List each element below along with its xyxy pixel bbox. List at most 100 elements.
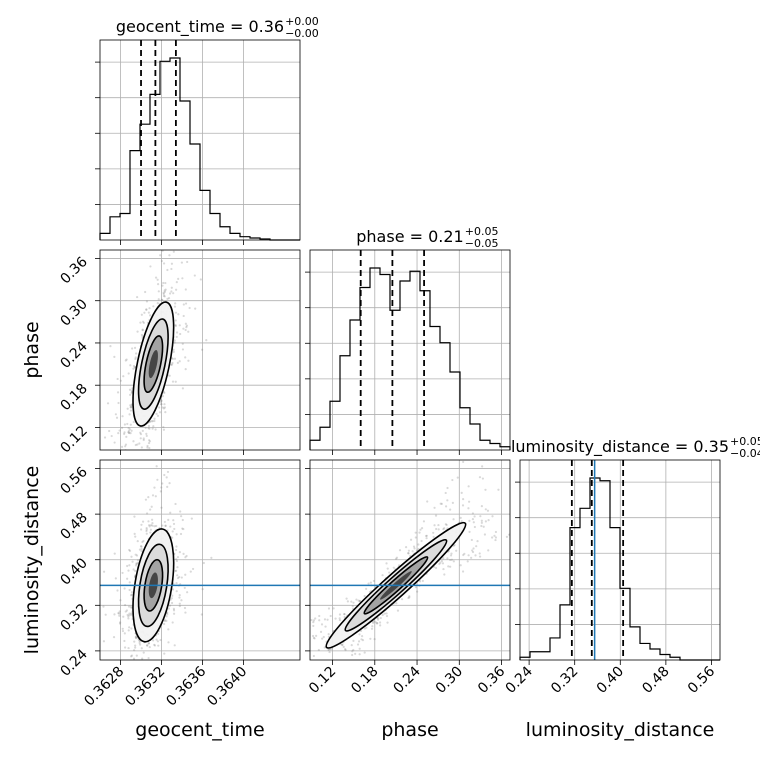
sample-point bbox=[173, 644, 176, 647]
sample-point bbox=[185, 324, 189, 327]
sample-point bbox=[178, 594, 181, 597]
sample-point bbox=[145, 668, 147, 670]
x-tick-label: 0.18 bbox=[348, 664, 381, 697]
sample-point bbox=[318, 619, 321, 622]
sample-point bbox=[178, 602, 181, 605]
sample-point bbox=[148, 314, 152, 317]
y-tick-label: 0.24 bbox=[57, 646, 90, 679]
sample-point bbox=[510, 495, 512, 497]
sample-point bbox=[470, 556, 473, 559]
sample-point bbox=[417, 547, 420, 551]
sample-point bbox=[327, 607, 331, 610]
sample-point bbox=[163, 290, 167, 293]
sample-point bbox=[421, 579, 424, 583]
x-tick-label: 0.40 bbox=[594, 664, 627, 697]
sample-point bbox=[121, 571, 124, 575]
sample-point bbox=[194, 307, 197, 310]
sample-point bbox=[358, 633, 361, 636]
sample-point bbox=[102, 640, 106, 643]
sample-point bbox=[343, 613, 346, 616]
sample-point bbox=[204, 685, 206, 687]
sample-point bbox=[131, 560, 134, 563]
sample-point bbox=[175, 548, 178, 552]
sample-point bbox=[162, 425, 165, 429]
sample-point bbox=[174, 311, 178, 314]
sample-point bbox=[136, 540, 139, 543]
sample-point bbox=[159, 490, 162, 493]
sample-point bbox=[493, 534, 496, 537]
x-tick-label: 0.24 bbox=[503, 663, 536, 696]
sample-point bbox=[185, 326, 188, 329]
sample-point bbox=[307, 706, 309, 708]
sample-point bbox=[139, 431, 142, 434]
sample-point bbox=[130, 612, 133, 615]
sample-point bbox=[455, 549, 458, 552]
sample-point bbox=[114, 413, 117, 416]
sample-point bbox=[100, 709, 102, 711]
sample-point bbox=[459, 516, 462, 519]
sample-point bbox=[135, 455, 137, 457]
sample-point bbox=[438, 562, 441, 566]
sample-point bbox=[395, 556, 399, 559]
sample-point bbox=[186, 260, 189, 264]
sample-point bbox=[130, 591, 134, 594]
sample-point bbox=[124, 610, 127, 613]
sample-point bbox=[129, 432, 132, 435]
sample-point bbox=[134, 357, 137, 361]
sample-point bbox=[494, 536, 498, 539]
sample-point bbox=[312, 619, 316, 622]
sample-point bbox=[129, 404, 132, 407]
sample-point bbox=[175, 545, 178, 548]
sample-point bbox=[419, 528, 422, 531]
sample-point bbox=[338, 613, 342, 616]
sample-point bbox=[151, 494, 155, 497]
sample-point bbox=[201, 348, 204, 351]
sample-point bbox=[145, 308, 148, 311]
sample-point bbox=[312, 624, 315, 628]
sample-point bbox=[365, 626, 368, 629]
sample-point bbox=[147, 656, 150, 660]
sample-point bbox=[145, 512, 149, 515]
sample-point bbox=[162, 281, 165, 285]
sample-point bbox=[444, 505, 448, 508]
sample-point bbox=[171, 536, 174, 539]
sample-point bbox=[184, 556, 187, 559]
y-tick-label: 0.36 bbox=[57, 254, 90, 287]
sample-point bbox=[156, 478, 159, 481]
sample-point bbox=[113, 613, 116, 616]
sample-point bbox=[178, 360, 181, 363]
x-tick-label: 0.24 bbox=[391, 663, 424, 696]
sample-point bbox=[354, 652, 357, 655]
sample-point bbox=[133, 346, 137, 349]
sample-point bbox=[132, 420, 135, 424]
sample-point bbox=[407, 549, 410, 552]
sample-point bbox=[178, 575, 181, 579]
density-content bbox=[103, 250, 208, 457]
sample-point bbox=[141, 429, 144, 432]
sample-point bbox=[178, 551, 181, 554]
sample-point bbox=[145, 526, 148, 530]
sample-point bbox=[358, 653, 361, 656]
sample-point bbox=[471, 512, 475, 515]
sample-point bbox=[180, 576, 183, 579]
density-background bbox=[100, 250, 300, 450]
sample-point bbox=[157, 644, 160, 647]
sample-point bbox=[134, 535, 137, 538]
sample-point bbox=[162, 294, 166, 297]
sample-point bbox=[351, 650, 354, 653]
sample-point bbox=[462, 460, 465, 464]
sample-point bbox=[124, 359, 127, 362]
sample-point bbox=[145, 532, 148, 535]
sample-point bbox=[146, 444, 149, 448]
sample-point bbox=[134, 443, 137, 447]
x-tick-label: 0.3636 bbox=[163, 663, 209, 709]
sample-point bbox=[135, 562, 138, 565]
sample-point bbox=[172, 519, 175, 522]
hist-step-luminosity_distance bbox=[519, 477, 720, 661]
sample-point bbox=[170, 286, 173, 289]
sample-point bbox=[148, 645, 151, 649]
sample-point bbox=[432, 535, 435, 539]
sample-point bbox=[340, 684, 342, 686]
sample-point bbox=[310, 618, 313, 622]
sample-point bbox=[122, 615, 125, 618]
